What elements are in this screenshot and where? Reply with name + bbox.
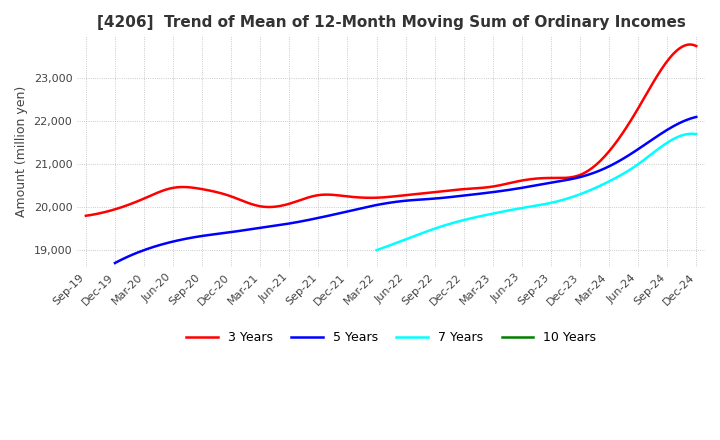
5 Years bbox=[600, 166, 609, 171]
3 Years bbox=[84, 213, 92, 218]
5 Years bbox=[692, 114, 701, 120]
3 Years bbox=[692, 44, 701, 49]
5 Years bbox=[112, 259, 121, 264]
7 Years bbox=[562, 196, 570, 202]
7 Years bbox=[568, 194, 577, 200]
3 Years bbox=[635, 104, 644, 110]
5 Years bbox=[455, 194, 464, 199]
7 Years bbox=[372, 247, 381, 253]
Title: [4206]  Trend of Mean of 12-Month Moving Sum of Ordinary Incomes: [4206] Trend of Mean of 12-Month Moving … bbox=[96, 15, 685, 30]
3 Years bbox=[686, 42, 695, 47]
Legend: 3 Years, 5 Years, 7 Years, 10 Years: 3 Years, 5 Years, 7 Years, 10 Years bbox=[181, 326, 600, 349]
Line: 7 Years: 7 Years bbox=[377, 134, 696, 250]
5 Years bbox=[456, 193, 465, 198]
5 Years bbox=[467, 192, 475, 198]
7 Years bbox=[373, 247, 382, 253]
5 Years bbox=[637, 144, 646, 149]
7 Years bbox=[642, 156, 650, 161]
7 Years bbox=[562, 196, 571, 202]
7 Years bbox=[688, 131, 696, 136]
3 Years bbox=[445, 188, 454, 193]
3 Years bbox=[596, 158, 605, 164]
3 Years bbox=[455, 187, 464, 192]
7 Years bbox=[692, 132, 701, 137]
3 Years bbox=[443, 188, 451, 193]
Y-axis label: Amount (million yen): Amount (million yen) bbox=[15, 86, 28, 217]
Line: 5 Years: 5 Years bbox=[115, 117, 696, 263]
7 Years bbox=[662, 141, 670, 146]
Line: 3 Years: 3 Years bbox=[86, 44, 696, 216]
5 Years bbox=[111, 260, 120, 266]
3 Years bbox=[81, 213, 90, 218]
